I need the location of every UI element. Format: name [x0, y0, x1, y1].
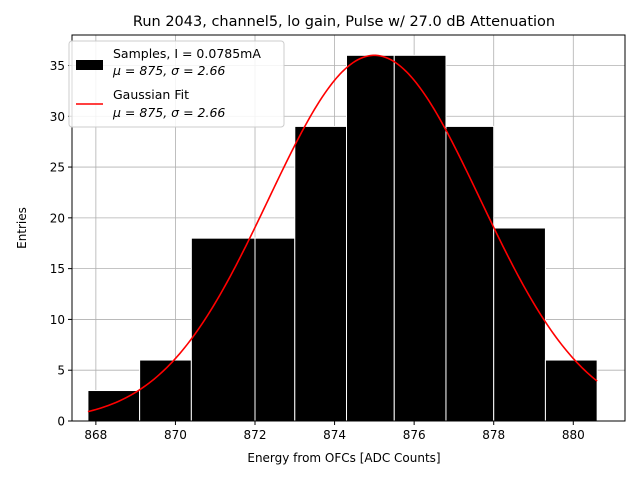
x-tick-label: 870	[164, 428, 187, 442]
x-tick-label: 878	[482, 428, 505, 442]
histogram-bar	[393, 54, 447, 422]
y-tick-label: 5	[57, 364, 65, 378]
legend-histogram-label: Samples, I = 0.0785mA	[113, 46, 261, 61]
x-tick-label: 868	[84, 428, 107, 442]
y-axis-ticks: 0 5 10 15 20 25 30 35	[50, 59, 72, 429]
gaussian-fit-curve	[87, 54, 598, 413]
x-tick-label: 872	[244, 428, 267, 442]
y-tick-label: 25	[50, 161, 65, 175]
histogram-bar	[493, 227, 546, 422]
legend-box	[68, 40, 285, 128]
x-tick-label: 876	[403, 428, 426, 442]
x-tick-label: 874	[323, 428, 346, 442]
plot-frame	[71, 34, 626, 422]
x-axis-ticks: 868 870 872 874 876 878 880	[84, 421, 585, 442]
histogram-bar	[346, 54, 395, 422]
legend: Samples, I = 0.0785mA μ = 875, σ = 2.66 …	[68, 40, 285, 128]
y-tick-label: 0	[57, 415, 65, 429]
legend-fit-stats: μ = 875, σ = 2.66	[112, 105, 225, 120]
chart-title: Run 2043, channel5, lo gain, Pulse w/ 27…	[133, 14, 555, 30]
legend-fit-label: Gaussian Fit	[113, 87, 189, 102]
y-tick-label: 10	[50, 313, 65, 327]
y-axis-label: Entries	[15, 207, 29, 249]
histogram-bars	[87, 54, 598, 422]
legend-histogram-swatch	[76, 60, 103, 70]
histogram-bar	[254, 237, 296, 422]
y-tick-label: 15	[50, 262, 65, 276]
histogram-bar	[445, 125, 495, 422]
histogram-bar	[139, 359, 192, 422]
y-tick-label: 35	[50, 59, 65, 73]
y-tick-label: 30	[50, 110, 65, 124]
legend-histogram-stats: μ = 875, σ = 2.66	[112, 63, 225, 78]
histogram-bar	[544, 359, 598, 422]
y-tick-label: 20	[50, 211, 65, 225]
histogram-bar	[294, 125, 348, 422]
histogram-bar	[190, 237, 256, 422]
x-tick-label: 880	[562, 428, 585, 442]
x-axis-label: Energy from OFCs [ADC Counts]	[247, 451, 440, 465]
